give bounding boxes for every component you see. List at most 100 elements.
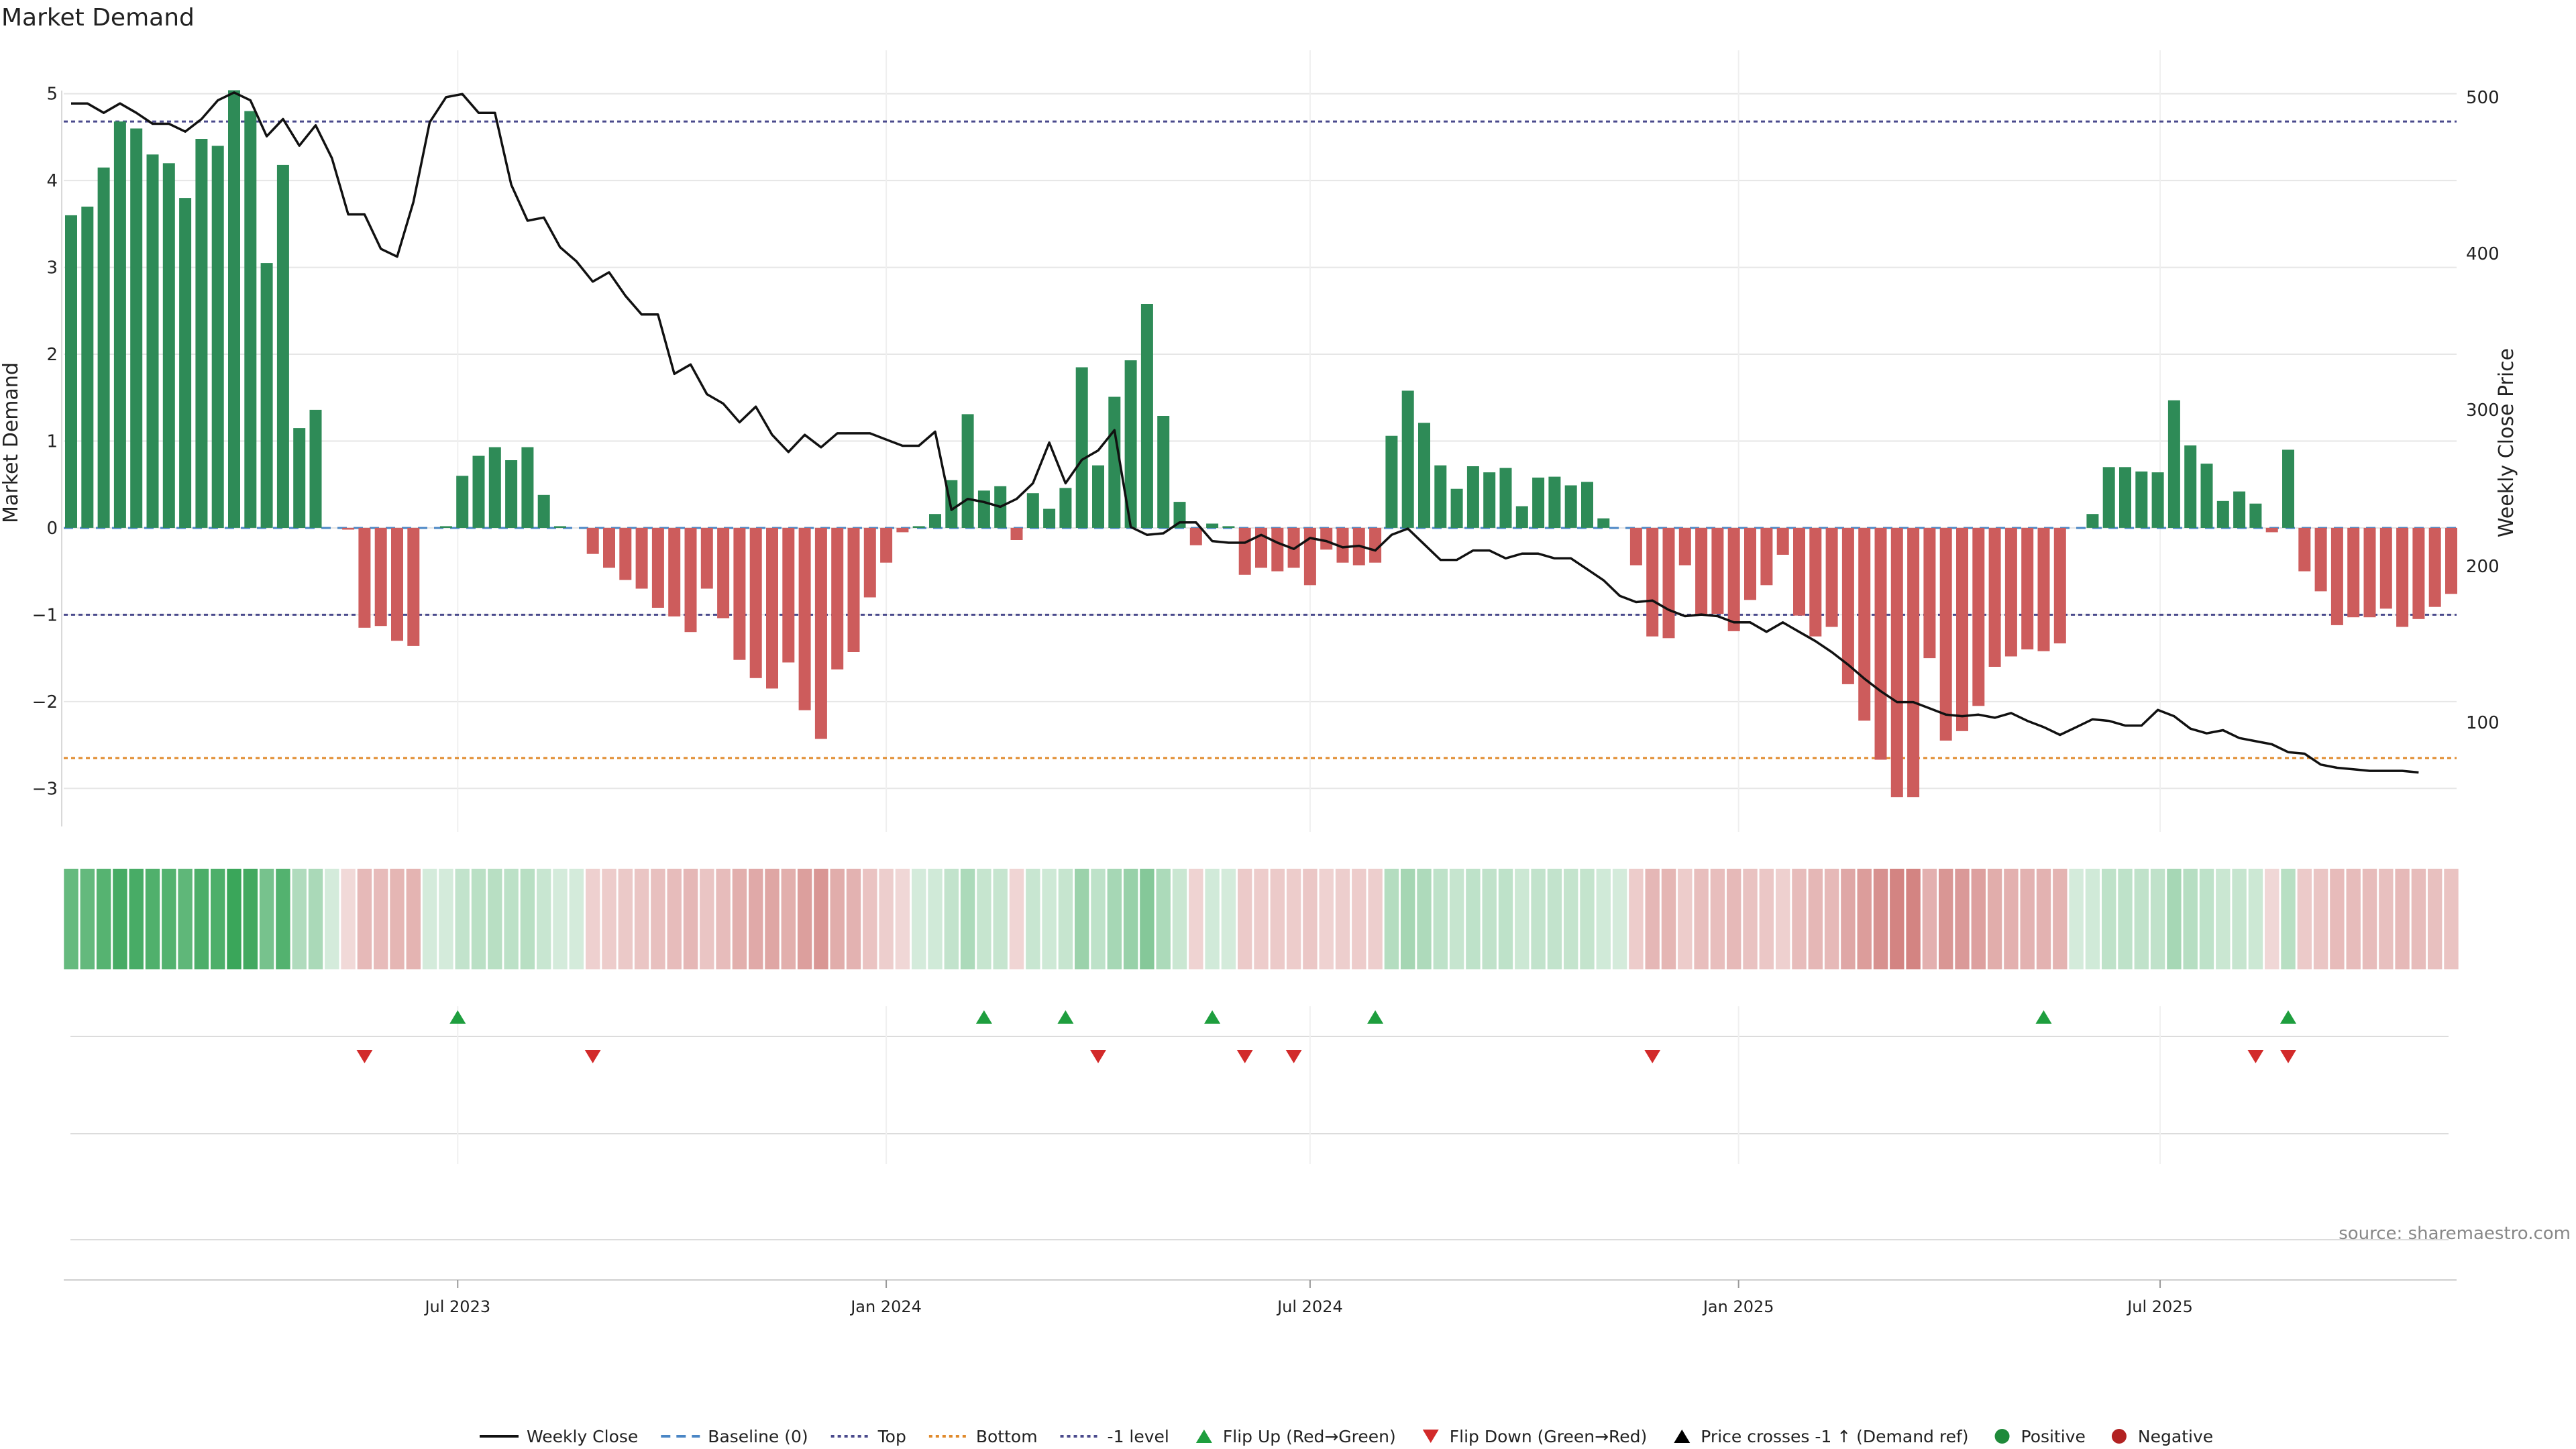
demand-bar [1255,527,1267,568]
heat-cell [912,869,926,969]
demand-bar [1010,527,1023,540]
demand-bar [749,527,762,678]
heat-cell [2085,869,2100,969]
heat-cell [1678,869,1693,969]
heat-cell [1466,869,1481,969]
demand-bar [2053,527,2066,644]
demand-bar [717,527,730,619]
demand-bar [2314,527,2327,592]
heat-cell [651,869,665,969]
demand-bar [244,111,257,528]
heat-cell [227,869,241,969]
demand-bar [358,527,371,628]
heat-cell [520,869,535,969]
heat-cell [1629,869,1644,969]
heat-cell [732,869,747,969]
demand-bar [1874,527,1887,760]
heat-cell [1596,869,1611,969]
y-tick-label: 3 [46,258,58,278]
demand-bar [1678,527,1691,566]
chart-title: Market Demand [1,4,195,32]
x-tick-label: Jul 2023 [423,1297,490,1316]
heat-cell [308,869,323,969]
heat-cell [537,869,551,969]
heat-cell [1123,869,1138,969]
heat-cell [1564,869,1578,969]
heat-cell [178,869,193,969]
demand-bar [472,455,485,528]
heat-cell [406,869,421,969]
heat-cell [1759,869,1774,969]
heat-cell [455,869,470,969]
demand-bar [2102,467,2115,528]
heat-cell [488,869,502,969]
demand-bar [1711,527,1724,614]
heat-cell [2313,869,2328,969]
heat-cell [797,869,812,969]
flip-up-marker [1367,1010,1384,1024]
heat-cell [2020,869,2035,969]
heat-cell [2004,869,2019,969]
heat-cell [2183,869,2198,969]
heat-cell [357,869,372,969]
demand-bar [2216,500,2229,528]
heat-cell [2199,869,2214,969]
demand-bar [2119,467,2131,528]
heat-cell [2330,869,2345,969]
heat-cell [341,869,356,969]
y-tick-label: −2 [32,692,58,712]
flip-down-marker [356,1050,373,1063]
legend-label: Negative [2138,1427,2213,1446]
heat-cell [1254,869,1269,969]
heat-cell [1515,869,1529,969]
demand-bar [1793,527,1805,616]
demand-bar [1581,482,1593,528]
demand-bar [635,527,648,589]
demand-bar [2151,472,2164,528]
demand-bar [1108,396,1121,528]
heat-cell [618,869,633,969]
heat-cell [2053,869,2068,969]
heat-cell [569,869,584,969]
y2-tick-label: 500 [2466,88,2500,108]
heat-cell [553,869,568,969]
heat-cell [390,869,405,969]
demand-bar [2445,527,2457,594]
demand-bar [1532,477,1545,528]
demand-bar [195,139,208,528]
heat-cell [1303,869,1318,969]
heat-cell [1449,869,1464,969]
demand-bar [1369,527,1382,563]
legend-label: Flip Up (Red→Green) [1223,1427,1396,1446]
legend-label: Flip Down (Green→Red) [1450,1427,1648,1446]
demand-bar [1646,527,1659,637]
legend-item: Positive [1994,1427,2086,1446]
demand-bar [1597,518,1610,528]
heat-cell [1498,869,1513,969]
demand-bar [1956,527,1968,731]
demand-bar [1825,527,1838,627]
demand-bar [733,527,746,660]
weekly-close-layer [71,91,2419,774]
source-note: source: sharemaestro.com [2339,1224,2571,1244]
heat-cell [292,869,307,969]
y2-tick-label: 200 [2466,557,2500,577]
heat-cell [64,869,78,969]
heat-cell [1482,869,1497,969]
demand-bar [407,527,420,646]
heat-cell [2362,869,2377,969]
heat-cell [944,869,959,969]
heat-cell [2036,869,2051,969]
demand-bar [1401,390,1414,528]
y2-tick-label: 300 [2466,400,2500,421]
demand-bar [2200,464,2213,528]
demand-bar [2233,491,2246,528]
flip-up-marker [2035,1010,2052,1024]
demand-bar [276,164,289,528]
heat-cell [2216,869,2231,969]
heat-cell [1352,869,1366,969]
heat-cell [683,869,698,969]
heat-cell [96,869,111,969]
heat-cell [2411,869,2426,969]
heat-cell [1205,869,1220,969]
